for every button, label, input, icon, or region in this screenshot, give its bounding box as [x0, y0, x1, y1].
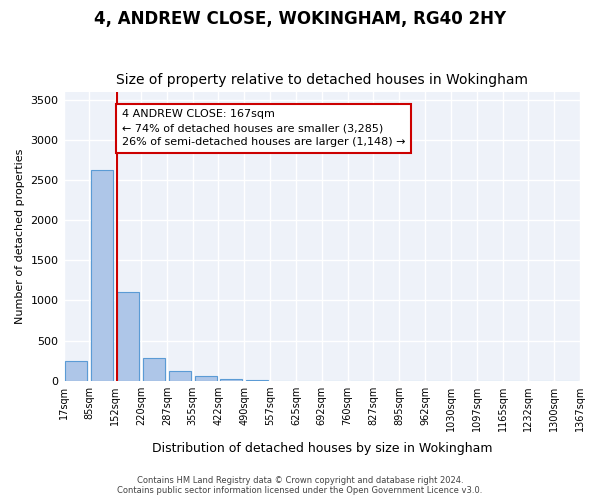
X-axis label: Distribution of detached houses by size in Wokingham: Distribution of detached houses by size …: [152, 442, 492, 455]
Text: 4 ANDREW CLOSE: 167sqm
← 74% of detached houses are smaller (3,285)
26% of semi-: 4 ANDREW CLOSE: 167sqm ← 74% of detached…: [122, 109, 405, 147]
Bar: [91, 170, 113, 380]
Bar: [117, 292, 139, 380]
Bar: [65, 360, 88, 380]
Bar: [143, 358, 165, 380]
Text: 4, ANDREW CLOSE, WOKINGHAM, RG40 2HY: 4, ANDREW CLOSE, WOKINGHAM, RG40 2HY: [94, 10, 506, 28]
Bar: [169, 371, 191, 380]
Title: Size of property relative to detached houses in Wokingham: Size of property relative to detached ho…: [116, 73, 528, 87]
Y-axis label: Number of detached properties: Number of detached properties: [15, 148, 25, 324]
Text: Contains HM Land Registry data © Crown copyright and database right 2024.
Contai: Contains HM Land Registry data © Crown c…: [118, 476, 482, 495]
Bar: [194, 376, 217, 380]
